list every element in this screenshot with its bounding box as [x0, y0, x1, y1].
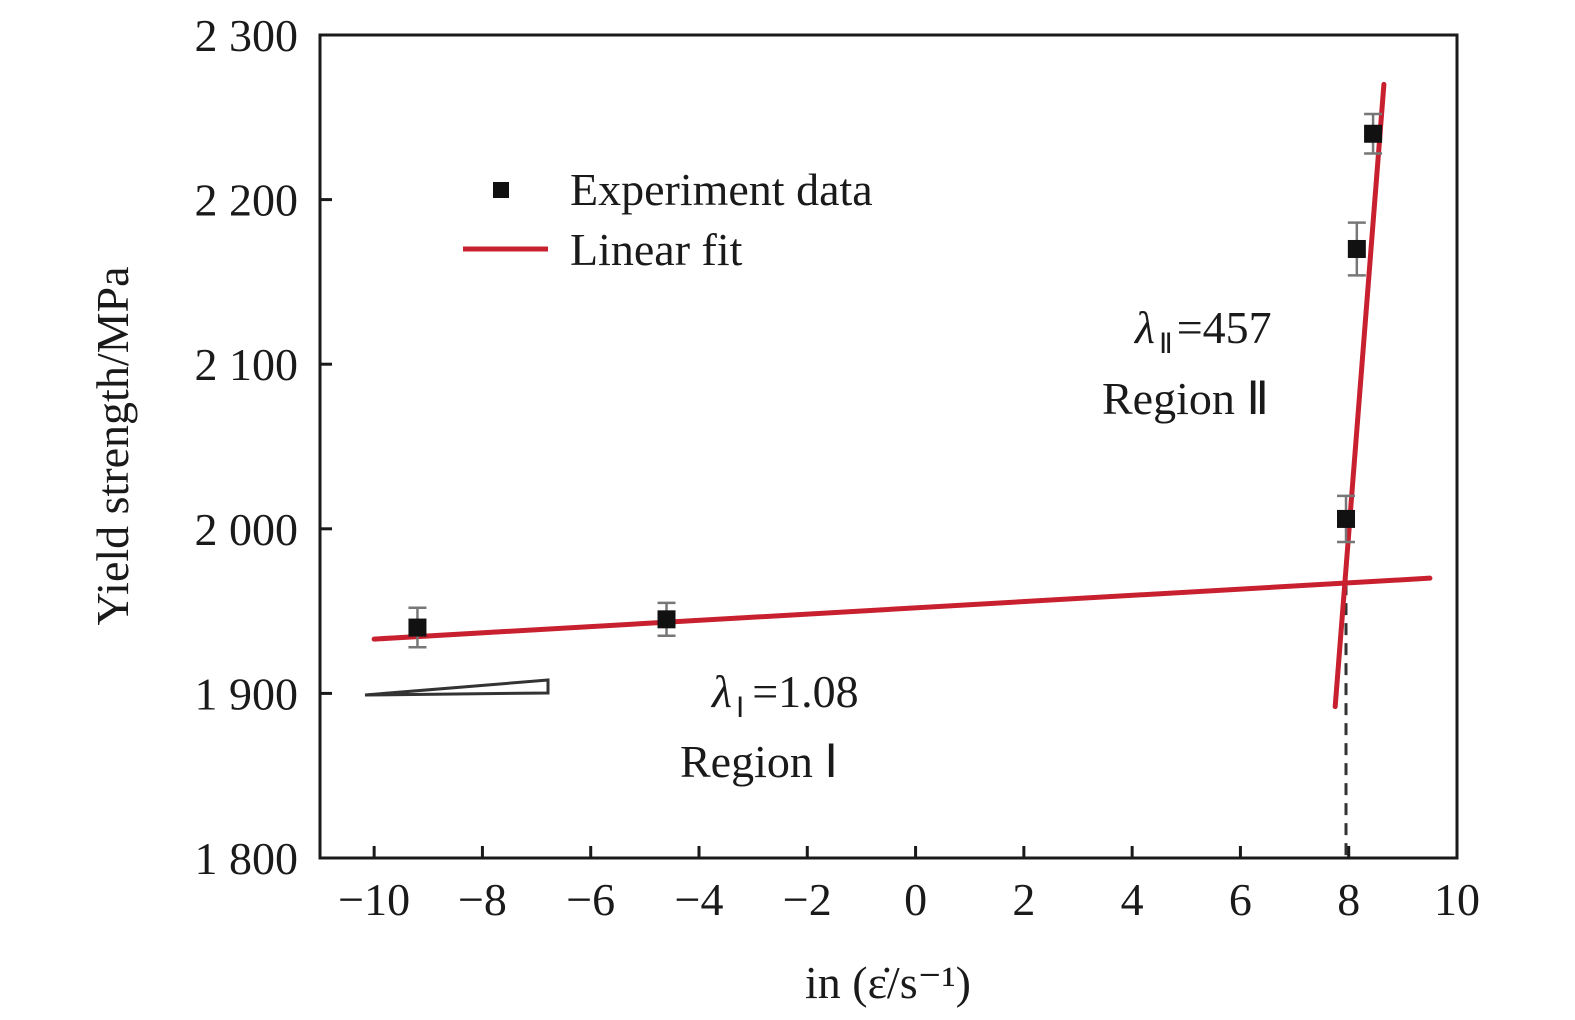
region2-label: Region Ⅱ — [1102, 373, 1269, 424]
point-marker — [658, 610, 676, 628]
x-tick-label: −6 — [566, 874, 615, 925]
point-marker — [1337, 510, 1355, 528]
legend-label-fit: Linear fit — [570, 224, 743, 275]
y-tick-label: 2 100 — [195, 339, 299, 390]
x-tick-label: 0 — [904, 874, 927, 925]
region1-lambda: λ — [710, 666, 732, 717]
x-tick-label: 6 — [1229, 874, 1252, 925]
region2-value: =457 — [1177, 302, 1272, 353]
region2-lambda: λ — [1133, 302, 1155, 353]
legend: Experiment data Linear fit — [463, 164, 873, 275]
svg-text:λⅡ=457: λⅡ=457 — [1133, 302, 1272, 360]
region1-label: Region Ⅰ — [680, 736, 838, 787]
legend-label-experiment: Experiment data — [570, 164, 873, 215]
fit-line-segment-2 — [1335, 84, 1384, 706]
point-marker — [1364, 125, 1382, 143]
x-tick-label: 4 — [1121, 874, 1144, 925]
y-axis-ticks: 1 800 1 900 2 000 2 100 2 200 2 300 — [195, 10, 333, 884]
x-axis-title: in (ε̇/s⁻¹) — [805, 957, 971, 1008]
y-tick-label: 1 800 — [195, 833, 299, 884]
data-point-2 — [658, 603, 676, 636]
plot-axes — [320, 35, 1457, 858]
legend-marker-experiment — [493, 182, 509, 198]
fit-line-segment-1 — [374, 578, 1430, 639]
linear-fit-lines — [374, 84, 1430, 706]
x-tick-label: −2 — [783, 874, 832, 925]
data-point-1 — [408, 608, 426, 648]
annotation-region-1: λⅠ =1.08 Region Ⅰ — [680, 666, 859, 787]
y-axis-title: Yield strength/MPa — [87, 266, 138, 625]
region2-subscript: Ⅱ — [1159, 329, 1173, 360]
annotation-region-2: λⅡ=457 Region Ⅱ — [1102, 302, 1272, 424]
region1-value: =1.08 — [752, 666, 858, 717]
y-tick-label: 1 900 — [195, 668, 299, 719]
y-tick-label: 2 000 — [195, 504, 299, 555]
x-tick-label: 10 — [1434, 874, 1480, 925]
x-tick-label: 8 — [1337, 874, 1360, 925]
point-marker — [1348, 240, 1366, 258]
wedge-artifact — [365, 680, 548, 695]
y-tick-label: 2 200 — [195, 175, 299, 226]
point-marker — [408, 619, 426, 637]
x-tick-label: −8 — [458, 874, 507, 925]
data-point-4 — [1348, 223, 1366, 276]
x-tick-label: −4 — [675, 874, 724, 925]
svg-text:λⅠ=1.08: λⅠ =1.08 — [710, 666, 859, 724]
x-tick-label: 2 — [1012, 874, 1035, 925]
plot-frame — [320, 35, 1457, 858]
x-tick-label: −10 — [338, 874, 410, 925]
yield-strength-chart: −10 −8 −6 −4 −2 0 2 4 6 8 10 1 800 1 900 2 000 2 100 2… — [0, 0, 1575, 1020]
region1-subscript: Ⅰ — [736, 693, 744, 724]
y-tick-label: 2 300 — [195, 10, 299, 61]
